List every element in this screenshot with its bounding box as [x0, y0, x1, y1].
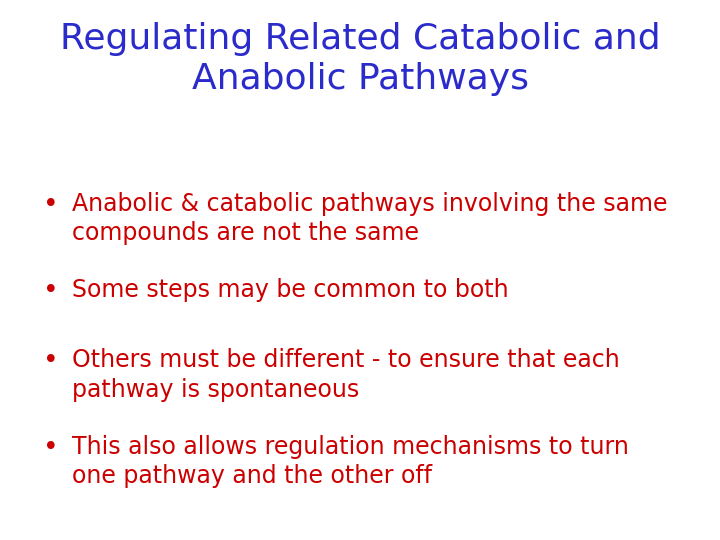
Text: Others must be different - to ensure that each
pathway is spontaneous: Others must be different - to ensure tha…: [72, 348, 620, 402]
Text: •: •: [42, 435, 58, 461]
Text: Some steps may be common to both: Some steps may be common to both: [72, 278, 508, 302]
Text: •: •: [42, 192, 58, 218]
Text: This also allows regulation mechanisms to turn
one pathway and the other off: This also allows regulation mechanisms t…: [72, 435, 629, 488]
Text: Regulating Related Catabolic and
Anabolic Pathways: Regulating Related Catabolic and Anaboli…: [60, 22, 660, 96]
Text: Anabolic & catabolic pathways involving the same
compounds are not the same: Anabolic & catabolic pathways involving …: [72, 192, 667, 245]
Text: •: •: [42, 348, 58, 374]
Text: •: •: [42, 278, 58, 304]
